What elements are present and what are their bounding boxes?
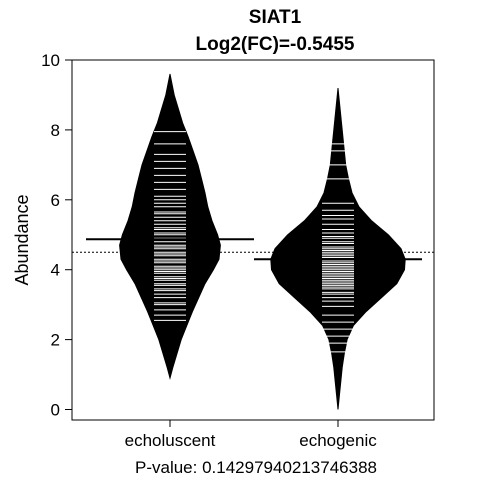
y-tick-label: 8 <box>51 121 60 140</box>
beans-layer <box>72 73 434 410</box>
bean-echoluscent <box>119 73 221 381</box>
plot-frame <box>71 59 435 421</box>
x-tick-label: echogenic <box>299 431 377 450</box>
y-tick-label: 6 <box>51 191 60 210</box>
x-axis: echoluscent echogenic <box>125 420 377 450</box>
x-tick-label: echoluscent <box>125 431 216 450</box>
y-axis-title: Abundance <box>12 194 32 285</box>
p-value-label: P-value: 0.14297940213746388 <box>135 458 377 477</box>
y-tick-label: 4 <box>51 261 60 280</box>
chart-subtitle: Log2(FC)=-0.5455 <box>196 34 355 55</box>
chart-title: SIAT1 <box>249 7 302 28</box>
y-tick-label: 10 <box>41 51 60 70</box>
y-axis: 0 2 4 6 8 10 <box>41 51 72 420</box>
y-tick-label: 2 <box>51 331 60 350</box>
y-tick-label: 0 <box>51 401 60 420</box>
